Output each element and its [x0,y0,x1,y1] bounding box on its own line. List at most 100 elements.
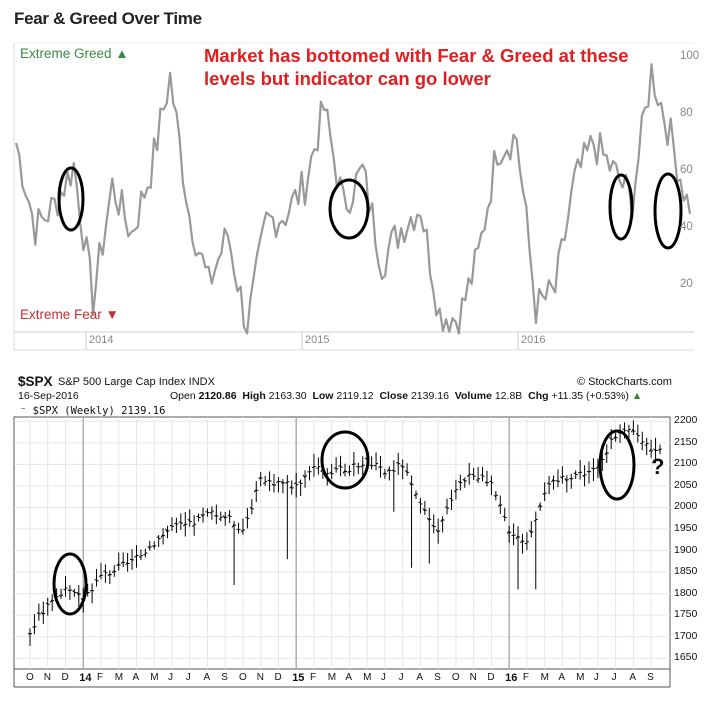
spx-bar [231,521,237,585]
spx-bar [374,452,379,471]
spx-x-tick-11: S [221,672,228,683]
spx-bar [129,549,135,570]
spx-x-tick-8: J [167,672,173,683]
fear-greed-series [14,63,692,335]
spx-bar [515,526,521,590]
spx-bar [520,533,525,554]
extreme-fear-label: Extreme Fear ▼ [20,307,119,322]
spx-bar [27,628,32,646]
spx-bar [334,457,339,473]
spx-bar [356,462,361,475]
spx-bar [253,481,259,502]
spx-frame [13,416,671,688]
close-value: 2139.16 [410,390,449,402]
spx-bar [72,588,77,597]
spx-bar [307,466,312,481]
spx-bar [298,479,303,496]
spx-bar [178,513,183,530]
spx-bar [497,495,503,514]
spx-bar [613,432,618,442]
spx-bar [400,459,405,480]
spx-x-tick-4: F [96,672,104,683]
close-label: Close [379,390,409,402]
spx-y-tick-1700: 1700 [674,629,698,642]
spx-x-tick-3: 14 [79,672,92,684]
spx-bar [573,470,578,480]
spx-x-tick-30: A [558,672,566,683]
spx-bar [484,470,489,487]
spx-bar [143,548,148,558]
spx-y-tick-2000: 2000 [674,500,698,513]
spx-x-tick-18: A [345,672,353,683]
spx-bar [653,437,658,464]
spx-bar [524,532,529,551]
spx-x-tick-32: J [593,672,599,683]
question-mark: ? [651,454,665,479]
high-value: 2163.30 [268,390,307,402]
spx-bar [294,472,299,498]
spx-x-tick-31: M [576,672,585,683]
spx-bar [577,459,583,480]
spx-bar [267,471,272,492]
spx-circle-3 [598,429,636,501]
spx-x-tick-1: N [43,672,51,683]
spx-y-tick-1900: 1900 [674,543,698,556]
spx-bar [351,451,356,477]
spx-date: 16-Sep-2016 [18,390,79,402]
spx-y-tick-1950: 1950 [674,522,698,534]
spx-bar [644,437,649,456]
spx-bar [386,466,392,481]
spx-bar [182,512,188,537]
spx-x-tick-34: A [629,672,637,683]
spx-y-tick-2050: 2050 [674,478,698,491]
spx-x-tick-16: F [309,672,317,683]
spx-bar [302,470,308,488]
spx-grid [14,417,670,669]
spx-bar [537,502,543,511]
spx-bar [187,509,192,527]
fear-greed-circles [57,166,683,250]
spx-bar [271,474,277,493]
fear-greed-title: Fear & Greed Over Time [14,9,202,28]
spx-bar [151,541,157,550]
spx-x-tick-25: N [469,672,477,683]
spx-bar [471,467,476,481]
spx-y-tick-1650: 1650 [674,651,698,664]
spx-bars [27,420,662,646]
spx-bar [462,477,467,488]
spx-series-legend: ⁻ $SPX (Weekly) 2139.16 [20,405,166,417]
spx-bar [227,510,232,524]
spx-bar [245,507,250,529]
spx-bar [458,474,463,491]
spx-bar [604,444,609,463]
spx-bar [205,508,210,517]
spx-x-tick-28: F [522,672,529,683]
spx-bar [192,515,197,536]
spx-bar [89,583,95,604]
spx-plot-border [13,416,671,670]
spx-x-tick-17: M [327,672,337,683]
fear-greed-y-tick-60: 60 [680,164,693,176]
spx-bar [218,511,223,522]
spx-bar [138,549,143,561]
spx-x-tick-20: J [380,672,386,683]
spx-bar [156,535,161,548]
spx-bar [564,475,569,493]
spx-bar [466,462,472,485]
spx-bar [160,528,166,545]
spx-bar [413,490,418,499]
high-label: High [242,390,266,402]
spx-bar [502,507,507,522]
spx-bar [422,501,427,515]
fear-greed-y-tick-40: 40 [680,221,693,233]
annotation-text: Market has bottomed with Fear & Greed at… [204,45,629,89]
spx-x-tick-10: A [203,672,211,683]
spx-x-tick-29: M [540,672,549,683]
spx-bar [58,588,64,599]
spx-y-tick-1800: 1800 [674,586,698,599]
spx-bar [76,584,81,607]
spx-bar [560,466,565,484]
spx-y-tick-2100: 2100 [674,457,698,470]
spx-bar [209,506,214,520]
